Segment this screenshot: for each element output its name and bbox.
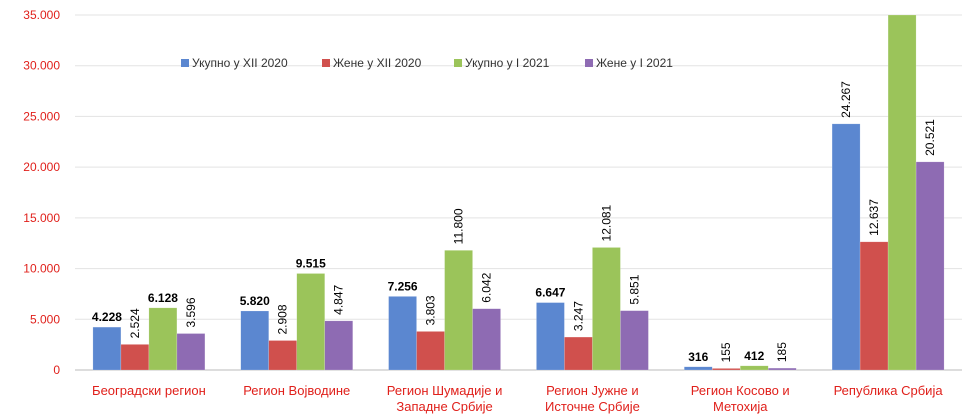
data-label: 4.847	[332, 284, 346, 314]
data-label: 412	[744, 349, 764, 363]
x-tick-label: Регион Шумадије и Западне Србије	[386, 383, 503, 414]
y-tick-label: 20.000	[23, 160, 60, 174]
x-tick-label: Регион Косово и Метохија	[690, 383, 790, 414]
legend-swatch	[585, 59, 593, 67]
legend-swatch	[181, 59, 189, 67]
data-label: 3.247	[571, 301, 585, 331]
legend-swatch	[454, 59, 462, 67]
legend-label: Жене у I 2021	[596, 56, 673, 70]
y-tick-label: 15.000	[23, 211, 60, 225]
data-label: 155	[719, 342, 733, 362]
y-tick-label: 30.000	[23, 59, 60, 73]
data-label: 7.256	[388, 279, 418, 293]
data-label: 12.637	[867, 199, 881, 236]
data-label: 5.851	[627, 274, 641, 304]
bar	[712, 368, 741, 371]
bar	[120, 344, 150, 371]
bar	[592, 247, 621, 371]
legend-label: Жене у XII 2020	[333, 56, 422, 70]
bar	[176, 333, 206, 371]
legend-label: Укупно у I 2021	[465, 56, 550, 70]
data-label: 4.228	[92, 310, 122, 324]
y-tick-label: 5.000	[30, 312, 60, 326]
bar	[240, 310, 269, 371]
bar	[444, 250, 473, 371]
data-label: 20.521	[923, 119, 937, 156]
bar	[268, 340, 297, 371]
data-label: 2.908	[276, 304, 290, 334]
bar	[388, 296, 417, 371]
legend-swatch	[322, 59, 330, 67]
data-label: 3.596	[184, 297, 198, 327]
y-tick-label: 25.000	[23, 109, 60, 123]
bar	[92, 326, 122, 371]
x-tick-label: Регион Војводине	[243, 383, 351, 398]
data-label: 185	[775, 342, 789, 362]
bar	[472, 308, 501, 371]
data-label: 2.524	[128, 308, 142, 338]
data-label: 5.820	[240, 294, 270, 308]
x-tick-label: Регион Јужне и Источне Србије	[544, 383, 640, 414]
data-label: 316	[688, 350, 708, 364]
data-label: 6.128	[148, 291, 178, 305]
bar	[768, 367, 797, 371]
legend-label: Укупно у XII 2020	[192, 56, 288, 70]
y-tick-label: 10.000	[23, 262, 60, 276]
bar	[536, 302, 565, 371]
y-tick-label: 35.000	[23, 8, 60, 22]
bar	[887, 14, 917, 371]
bar	[296, 273, 325, 371]
data-label: 6.647	[535, 286, 565, 300]
bar	[620, 310, 649, 371]
bar	[684, 366, 713, 371]
bar	[416, 331, 445, 371]
data-label: 12.081	[599, 204, 613, 241]
bar	[859, 241, 889, 371]
data-label: 24.267	[839, 81, 853, 118]
data-label: 3.803	[424, 295, 438, 325]
bar	[324, 320, 353, 371]
x-tick-label: Београдски регион	[92, 383, 206, 398]
data-label: 9.515	[296, 256, 326, 270]
bar	[831, 123, 861, 371]
data-label: 6.042	[480, 272, 494, 302]
data-label: 11.800	[452, 208, 466, 244]
y-tick-label: 0	[53, 363, 60, 377]
bar	[915, 161, 945, 371]
bar	[564, 336, 593, 371]
x-tick-label: Република Србија	[833, 383, 943, 398]
bar	[740, 365, 769, 371]
bar	[148, 307, 178, 371]
